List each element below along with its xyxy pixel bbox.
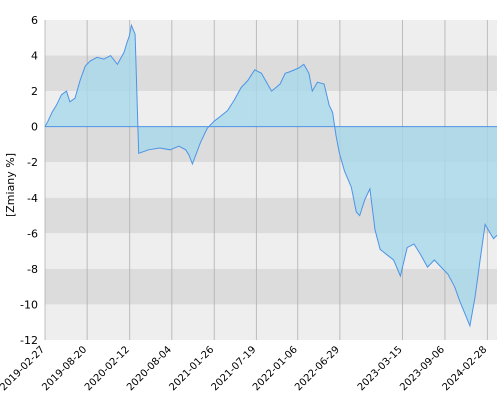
y-tick-label: 0: [31, 121, 38, 134]
x-tick-label: 2024-02-28: [441, 344, 490, 393]
y-tick-label: -8: [27, 263, 38, 276]
y-tick-label: 2: [31, 85, 38, 98]
y-tick-label: 6: [31, 14, 38, 27]
y-axis-ticks: 6 4 2 0 -2 -4 -6 -8 -10 -12: [20, 14, 38, 347]
background-band: [45, 20, 497, 56]
x-tick-label: 2022-06-29: [293, 344, 342, 393]
x-tick-label: 2019-08-20: [40, 344, 89, 393]
y-tick-label: -12: [20, 334, 38, 347]
x-axis-ticks: 2019-02-272019-08-202020-02-122020-08-04…: [0, 344, 489, 393]
y-tick-label: -2: [27, 156, 38, 169]
series-area: [45, 25, 497, 326]
y-tick-label: 4: [31, 50, 38, 63]
y-tick-label: -6: [27, 227, 38, 240]
background-band: [45, 304, 497, 340]
y-tick-label: -4: [27, 192, 38, 205]
y-tick-label: -10: [20, 298, 38, 311]
background-band: [45, 268, 497, 305]
y-axis-label: [Zmiany %]: [4, 153, 17, 217]
series-layer: [44, 23, 498, 328]
series-line: [44, 23, 498, 328]
